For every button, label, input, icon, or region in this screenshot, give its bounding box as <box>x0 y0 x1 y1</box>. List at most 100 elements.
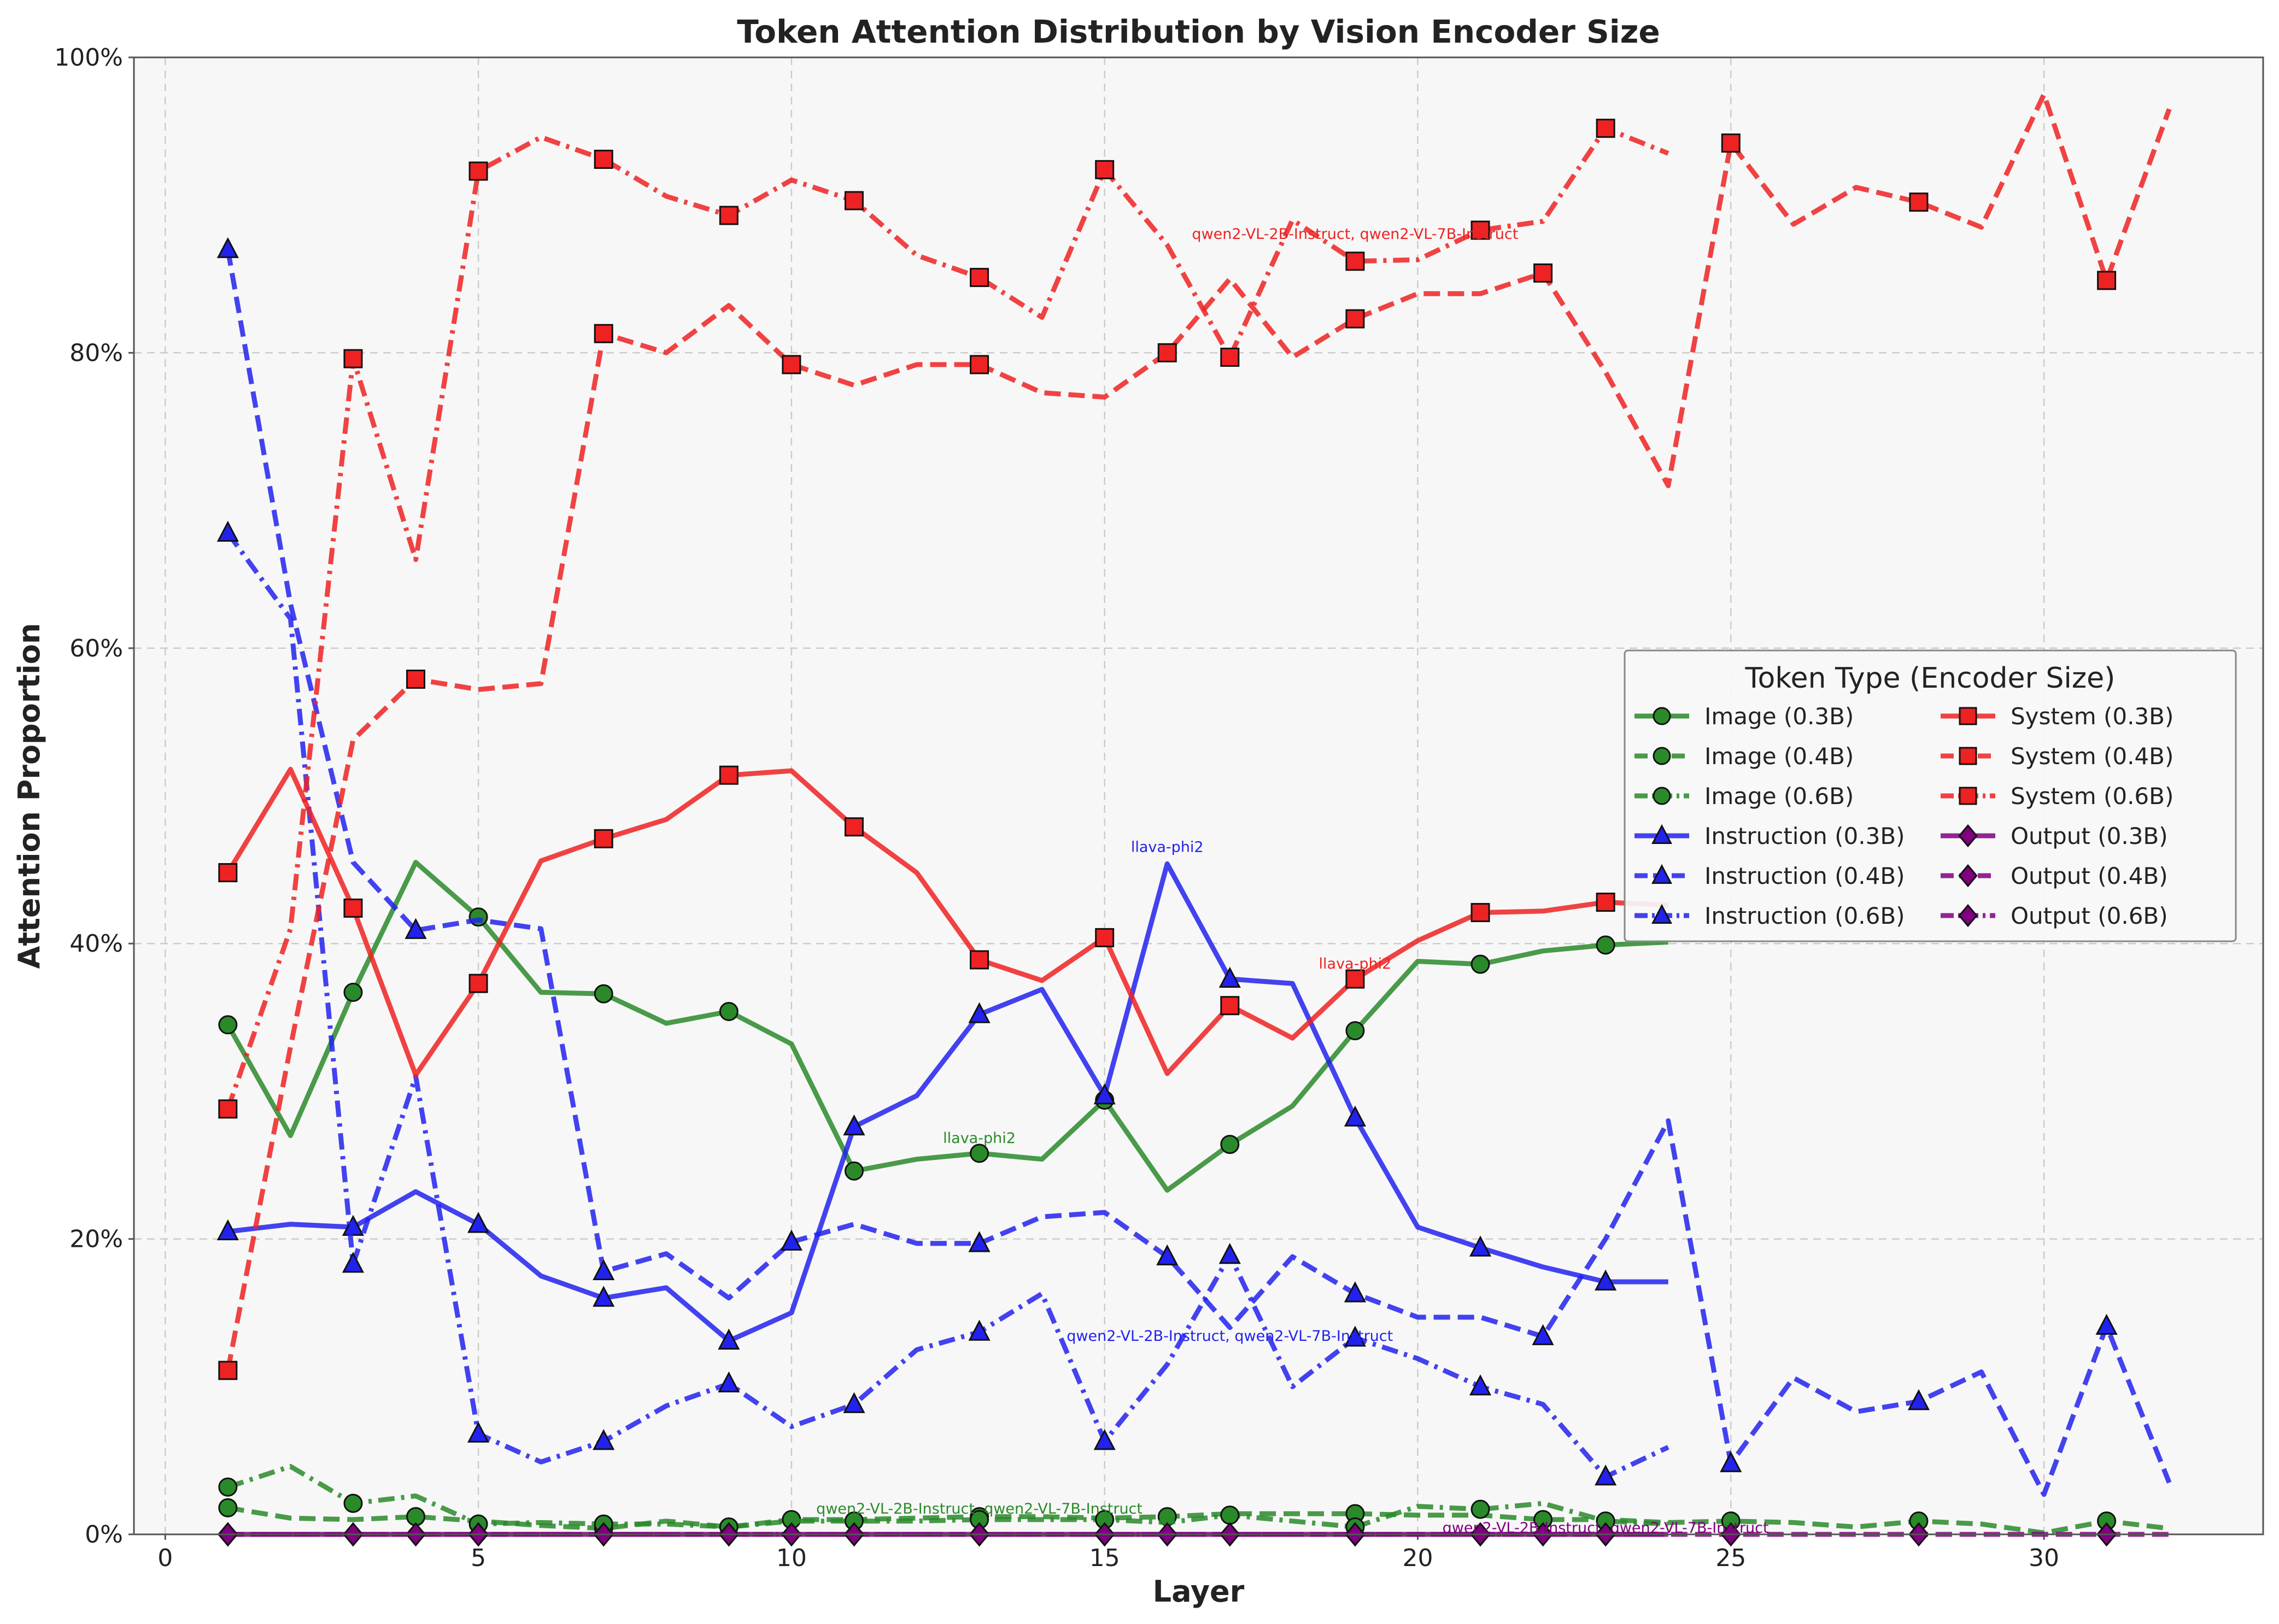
data-point <box>343 898 363 918</box>
data-point <box>1218 966 1241 988</box>
data-point <box>719 765 739 785</box>
data-point <box>1220 1505 1240 1525</box>
data-point <box>468 161 488 181</box>
legend-item: Instruction (0.6B) <box>1634 902 1905 929</box>
data-point <box>343 1493 363 1513</box>
series-system-0-6b <box>218 119 1669 1119</box>
legend-label: Output (0.6B) <box>2011 902 2168 929</box>
data-point <box>216 237 239 259</box>
series-instruction-0-6b <box>216 520 1669 1486</box>
data-point <box>1095 160 1115 179</box>
legend: Token Type (Encoder Size) Image (0.3B) Im… <box>1624 649 2237 942</box>
legend-box <box>1624 649 2237 942</box>
data-point <box>1596 935 1615 955</box>
data-point <box>594 984 613 1004</box>
annotation-label: llava-phi2 <box>943 1130 1016 1147</box>
data-point <box>1470 954 1490 974</box>
data-point <box>843 1392 865 1414</box>
legend-item: Output (0.3B) <box>1941 823 2168 849</box>
data-point <box>1093 1429 1116 1450</box>
legend-title: Token Type (Encoder Size) <box>1745 662 2116 695</box>
data-point <box>1344 1281 1366 1303</box>
data-point <box>1720 1451 1742 1473</box>
data-point <box>1533 263 1553 283</box>
y-axis-label: Attention Proportion <box>12 623 46 969</box>
plot-frame <box>133 56 2264 1535</box>
data-point <box>1721 133 1741 153</box>
data-point <box>719 1001 739 1021</box>
data-point <box>970 1144 989 1163</box>
data-point <box>594 149 613 169</box>
data-point <box>1345 1021 1365 1041</box>
data-point <box>467 1421 490 1443</box>
legend-item: Image (0.3B) <box>1634 703 1854 730</box>
data-point <box>844 191 864 210</box>
data-point <box>1907 1389 1930 1410</box>
x-axis-label: Layer <box>1153 1574 1245 1609</box>
series-instruction-0-4b <box>216 237 2172 1497</box>
legend-item: System (0.6B) <box>1941 783 2173 810</box>
x-tick-label: 25 <box>1715 1544 1746 1572</box>
annotation-label: qwen2-VL-2B-Instruct, qwen2-VL-7B-Instru… <box>816 1500 1143 1517</box>
legend-label: Instruction (0.4B) <box>1704 863 1905 889</box>
data-point <box>1595 1269 1617 1291</box>
data-point <box>970 355 989 374</box>
data-point <box>1156 1244 1179 1265</box>
series-line-image-0-4b <box>227 1505 2170 1535</box>
y-tick-label: 100% <box>54 44 123 72</box>
data-point <box>1220 996 1240 1016</box>
y-tick-label: 20% <box>69 1226 123 1253</box>
data-point <box>218 1498 238 1517</box>
data-point <box>593 1286 615 1307</box>
annotation-label: llava-phi2 <box>1319 955 1392 972</box>
legend-item: Image (0.6B) <box>1634 783 1854 810</box>
legend-item: System (0.3B) <box>1941 703 2173 730</box>
data-point <box>1470 902 1490 922</box>
data-point <box>718 1328 740 1350</box>
x-tick-label: 30 <box>2029 1544 2059 1572</box>
x-tick-label: 0 <box>157 1544 173 1572</box>
legend-marker <box>1959 747 1977 765</box>
legend-label: Image (0.3B) <box>1704 703 1854 730</box>
data-point <box>968 1002 991 1023</box>
data-point <box>343 349 363 368</box>
legend-label: Image (0.4B) <box>1704 743 1854 770</box>
data-point <box>594 829 613 848</box>
legend-item: Output (0.4B) <box>1941 863 2168 889</box>
legend-marker <box>1651 904 1672 924</box>
annotation-label: qwen2-VL-2B-Instruct, qwen2-VL-7B-Instru… <box>1192 226 1518 243</box>
series-group <box>216 92 2172 1547</box>
data-point <box>1344 1326 1366 1347</box>
legend-item: Instruction (0.4B) <box>1634 863 1905 889</box>
series-line-system-0-3b <box>225 766 1668 1078</box>
data-point <box>1596 119 1615 138</box>
data-point <box>843 1114 865 1136</box>
data-point <box>218 1361 238 1380</box>
data-point <box>968 1320 991 1341</box>
data-point <box>1220 1135 1240 1154</box>
data-point <box>343 982 363 1002</box>
legend-marker <box>1651 864 1672 884</box>
legend-marker <box>1958 904 1978 928</box>
data-point <box>2097 271 2117 290</box>
series-line-image-0-3b <box>225 860 1668 1193</box>
data-point <box>218 1099 238 1119</box>
y-tick-label: 0% <box>85 1521 123 1549</box>
data-point <box>218 1015 238 1035</box>
series-line-instruction-0-6b <box>226 531 1669 1480</box>
data-point <box>970 268 989 288</box>
data-point <box>216 520 239 542</box>
y-axis-ticks: 0% 20% 40% 60% 80% 100% <box>54 44 134 1549</box>
series-system-0-3b <box>218 765 1668 1078</box>
data-point <box>405 918 427 939</box>
data-point <box>342 1252 365 1273</box>
series-line-system-0-4b <box>225 92 2172 1371</box>
data-point <box>2095 1314 2118 1335</box>
legend-marker <box>1651 824 1672 844</box>
chart-title: Token Attention Distribution by Vision E… <box>737 13 1660 50</box>
data-point <box>1345 969 1365 989</box>
legend-item: System (0.4B) <box>1941 743 2173 770</box>
series-line-instruction-0-4b <box>225 249 2172 1497</box>
data-point <box>844 817 864 837</box>
x-tick-label: 10 <box>776 1544 807 1572</box>
